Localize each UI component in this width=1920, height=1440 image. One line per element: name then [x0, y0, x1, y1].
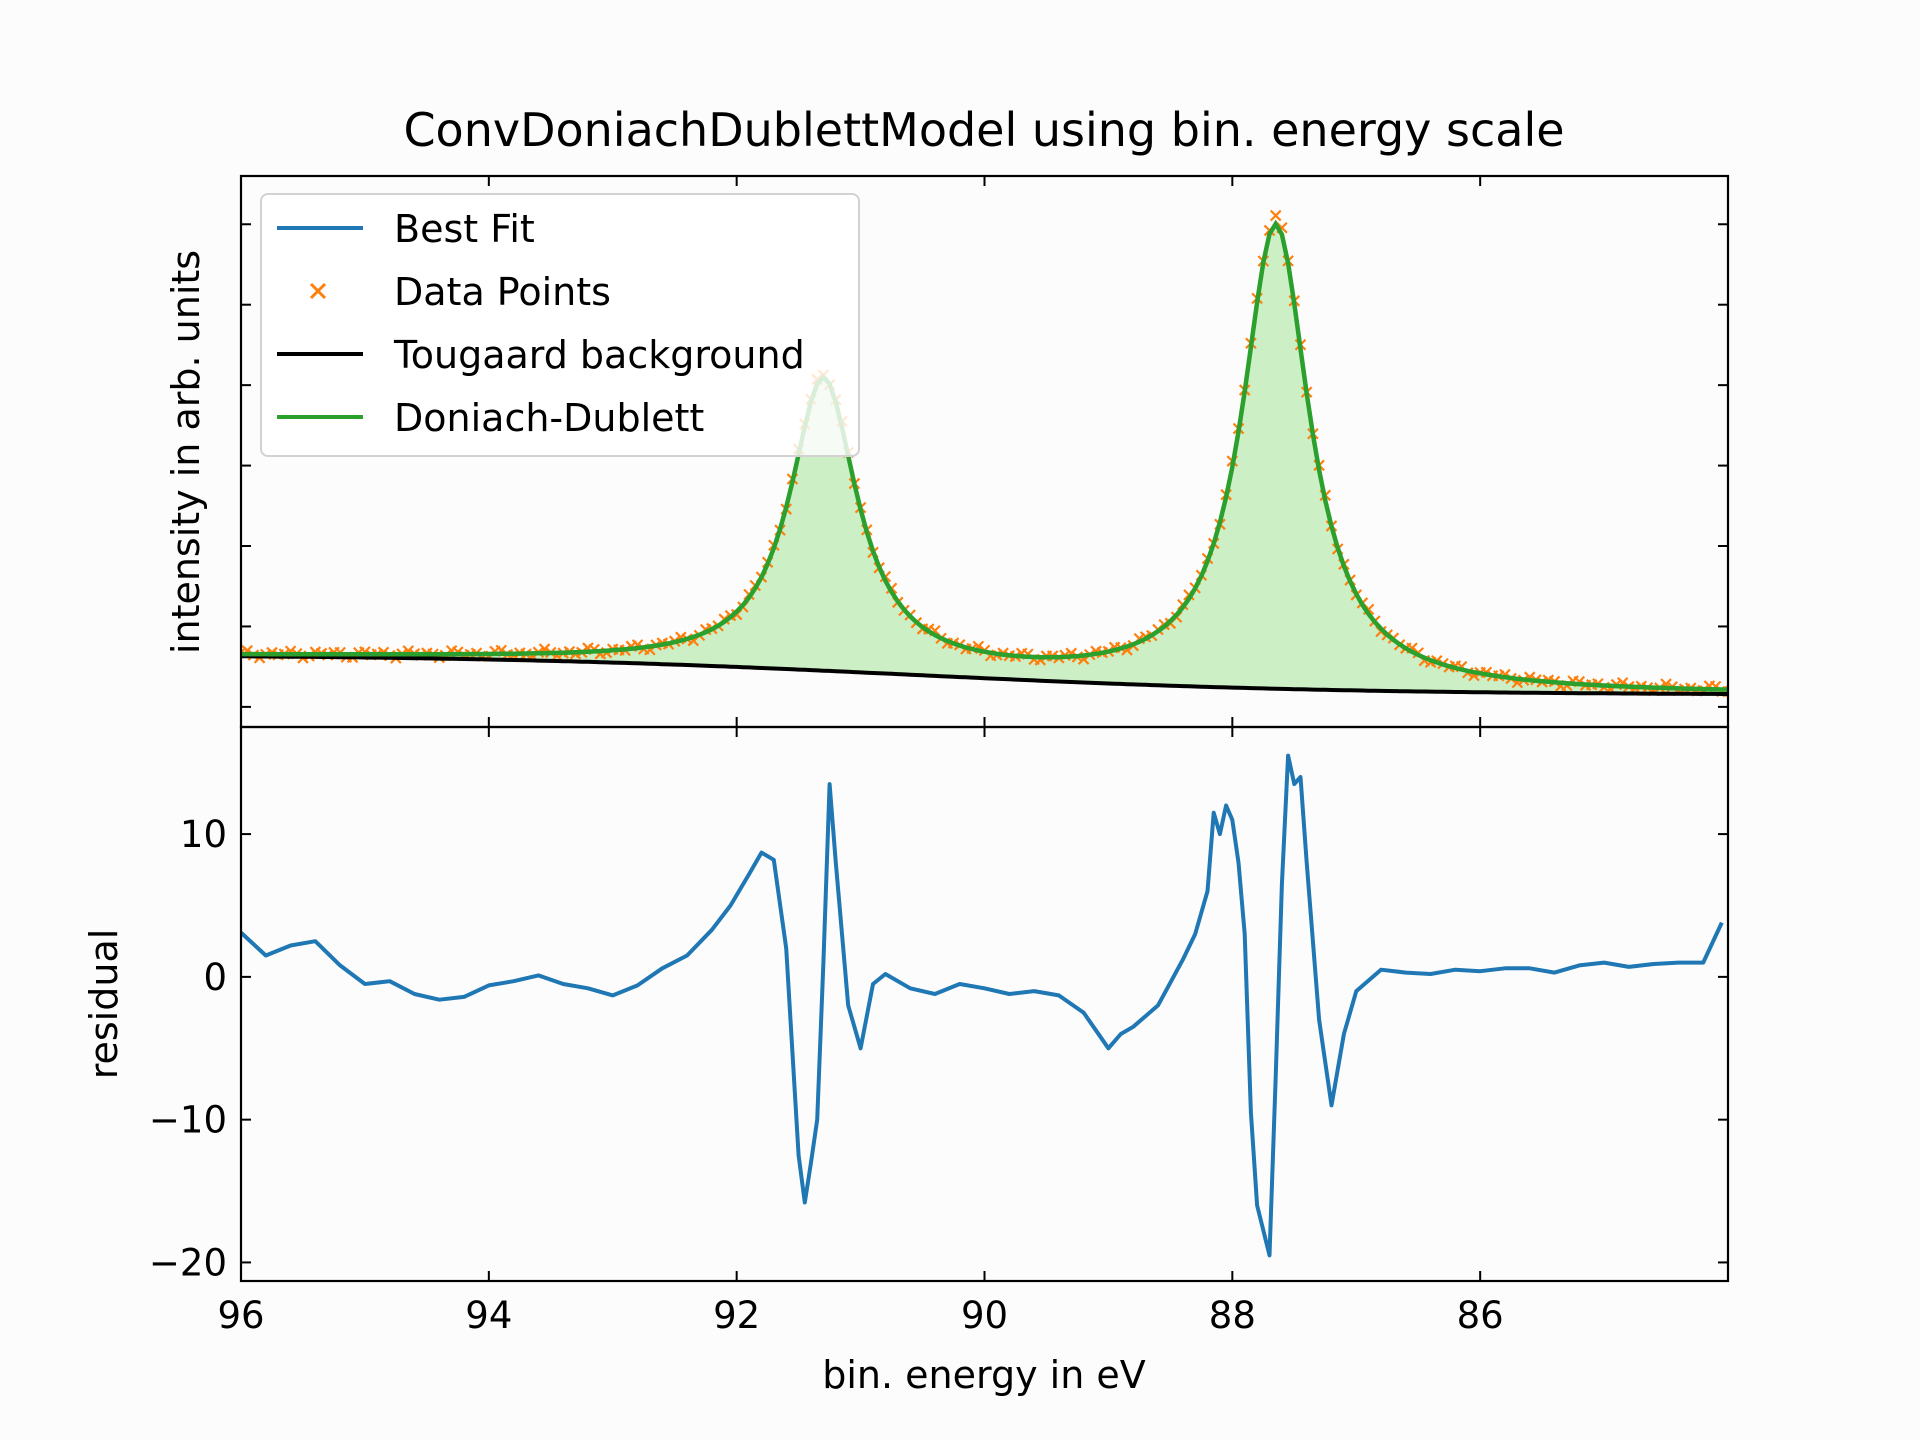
- residual-y-tick-label: 0: [203, 956, 227, 999]
- intensity-y-axis-label: intensity in arb. units: [164, 250, 208, 654]
- legend: Best Fit Data Points Tougaard background…: [260, 193, 860, 457]
- residual-ticks: 10 0 −10 −20 96 94 92 90 88 86: [149, 727, 1728, 1337]
- x-tick-label: 88: [1209, 1294, 1256, 1337]
- intensity-ticks: [240, 176, 1728, 727]
- x-tick-label: 90: [961, 1294, 1008, 1337]
- legend-best-fit-label: Best Fit: [394, 207, 535, 251]
- tougaard-background-line: [241, 654, 1728, 696]
- legend-doniach-label: Doniach-Dublett: [394, 396, 704, 440]
- legend-frame: [260, 193, 860, 457]
- doniach-dublett-line: [241, 219, 1728, 692]
- x-tick-label: 96: [217, 1294, 264, 1337]
- legend-data-points-swatch: [309, 282, 327, 300]
- residual-y-tick-label: −10: [149, 1099, 227, 1142]
- intensity-panel: ConvDoniachDublettModel using bin. energ…: [164, 103, 1730, 729]
- residual-line: [241, 753, 1724, 1258]
- residual-panel: 10 0 −10 −20 96 94 92 90 88 86 residual bin. ener…: [82, 725, 1730, 1397]
- residual-plot-area: [241, 753, 1724, 1258]
- residual-y-axis-label: residual: [82, 929, 126, 1080]
- legend-data-points-label: Data Points: [394, 270, 611, 314]
- legend-tougaard-label: Tougaard background: [393, 333, 805, 377]
- residual-y-tick-label: 10: [180, 813, 227, 856]
- data-point-marker: [1269, 209, 1282, 222]
- residual-y-tick-label: −20: [149, 1241, 227, 1284]
- chart-title: ConvDoniachDublettModel using bin. energ…: [403, 103, 1564, 157]
- intensity-plot-area: [241, 209, 1728, 698]
- x-axis-label: bin. energy in eV: [822, 1353, 1146, 1397]
- x-tick-label: 86: [1457, 1294, 1504, 1337]
- x-tick-label: 94: [465, 1294, 512, 1337]
- x-tick-label: 92: [713, 1294, 760, 1337]
